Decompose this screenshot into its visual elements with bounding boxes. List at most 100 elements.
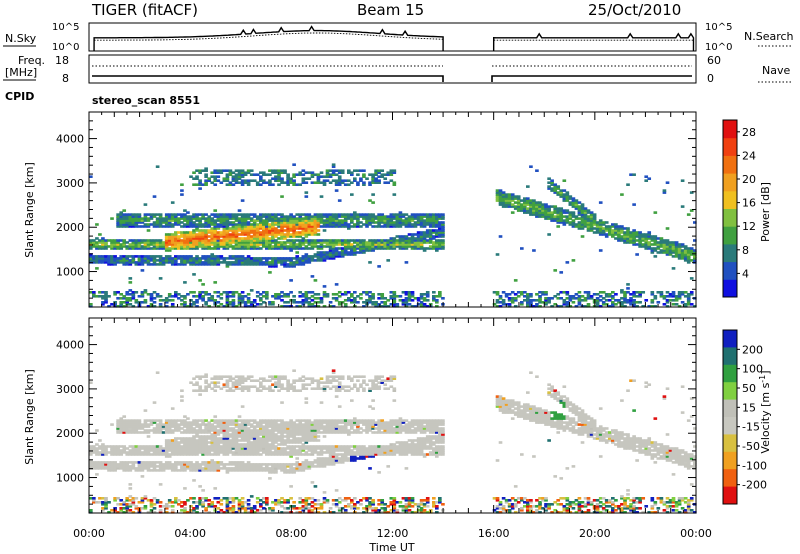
power-cell-2129 — [359, 239, 363, 242]
velocity-cell-902 — [219, 437, 224, 440]
power-cell-1542 — [286, 223, 290, 226]
power-cell-920 — [222, 243, 227, 246]
velocity-cell-57 — [101, 453, 105, 456]
power-cell-2347 — [392, 239, 397, 242]
velocity-cell-394 — [158, 465, 163, 468]
power-cell-1060 — [234, 177, 239, 180]
velocity-cell-897 — [219, 449, 224, 452]
power-cell-802 — [210, 295, 215, 298]
power-cell-2794 — [529, 199, 533, 202]
power-cell-2917 — [559, 305, 564, 308]
power-cell-3310 — [650, 291, 655, 294]
power-cell-3366 — [665, 251, 670, 254]
power-cell-2010 — [340, 221, 345, 224]
power-cell-175 — [125, 301, 130, 304]
velocity-cell-209 — [128, 445, 133, 448]
power-cell-1192 — [246, 169, 251, 172]
power-cell-984 — [228, 243, 233, 246]
power-cell-2543 — [425, 293, 430, 296]
power-cell-1890 — [325, 219, 330, 222]
power-cell-454 — [167, 247, 172, 250]
power-cell-1 — [89, 303, 93, 306]
power-cell-2401 — [401, 237, 406, 240]
velocity-cell-977 — [228, 501, 233, 504]
power-cell-416 — [161, 243, 166, 246]
power-cell-2690 — [501, 193, 506, 196]
power-cell-1218 — [249, 169, 254, 172]
power-cell-2308 — [386, 219, 391, 222]
velocity-cell-596 — [186, 439, 190, 442]
power-cell-1436 — [274, 177, 278, 180]
power-cell-1967 — [334, 189, 339, 192]
velocity-cell-837 — [213, 453, 218, 456]
power-cell-385 — [155, 213, 160, 216]
power-cell-3434 — [680, 179, 685, 182]
velocity-cell-1128 — [240, 381, 245, 384]
power-cell-1683 — [301, 221, 306, 224]
velocity-cell-759 — [204, 439, 208, 442]
power-cell-1798 — [313, 217, 318, 220]
ytick-label-0: 1000 — [56, 266, 84, 279]
power-cell-47 — [98, 233, 102, 236]
power-cell-2034 — [343, 219, 348, 222]
velocity-cell-1224 — [252, 465, 257, 468]
power-cell-567 — [183, 247, 187, 250]
power-cell-447 — [167, 295, 172, 298]
power-cell-1759 — [310, 247, 315, 250]
power-cell-3323 — [653, 247, 658, 250]
power-cell-512 — [174, 215, 178, 218]
velocity-cell-724 — [201, 463, 205, 466]
power-cell-1957 — [334, 243, 339, 246]
velocity-cell-565 — [183, 463, 187, 466]
power-cell-1469 — [280, 295, 284, 298]
velocity-cell-106 — [113, 465, 117, 468]
power-cell-1959 — [334, 239, 339, 242]
velocity-cell-794 — [207, 427, 212, 430]
velocity-cell-745 — [204, 499, 208, 502]
velocity-cell-630 — [192, 509, 196, 512]
power-cell-704 — [198, 229, 202, 232]
power-cell-936 — [222, 179, 227, 182]
power-cell-1118 — [240, 223, 245, 226]
velocity-cell-702 — [198, 439, 202, 442]
power-cell-625 — [189, 221, 193, 224]
power-cell-1881 — [325, 253, 330, 256]
power-cell-2938 — [562, 221, 567, 224]
power-cell-1999 — [340, 293, 345, 296]
velocity-cell-838 — [213, 451, 218, 454]
power-cell-2137 — [362, 305, 366, 308]
power-cell-1200 — [249, 257, 254, 260]
velocity-cell-997 — [228, 389, 233, 392]
power-cell-328 — [146, 223, 151, 226]
power-cell-1329 — [265, 291, 269, 294]
power-cell-2473 — [413, 237, 418, 240]
power-cell-1887 — [325, 225, 330, 228]
power-cell-722 — [201, 263, 205, 266]
velocity-cell-725 — [201, 461, 205, 464]
power-cell-1979 — [337, 251, 342, 254]
power-cell-3348 — [662, 303, 667, 306]
velocity-cell-686 — [195, 375, 199, 378]
velocity-cell-339 — [149, 465, 154, 468]
power-cell-1354 — [268, 303, 272, 306]
power-cell-2724 — [510, 193, 515, 196]
power-cell-1823 — [316, 215, 321, 218]
velocity-cell-1307 — [262, 449, 266, 452]
velocity-cell-219 — [131, 501, 136, 504]
power-cell-1633 — [295, 183, 300, 186]
velocity-cell-68 — [104, 497, 108, 500]
velocity-cell-1111 — [240, 445, 245, 448]
power-cell-1369 — [268, 229, 272, 232]
power-cell-395 — [158, 257, 163, 260]
power-cell-1437 — [274, 175, 278, 178]
power-cell-1440 — [277, 297, 281, 300]
power-cell-1975 — [337, 295, 342, 298]
velocity-cell-1156 — [243, 419, 248, 422]
power-cell-1269 — [255, 181, 260, 184]
velocity-cell-434 — [164, 447, 169, 450]
power-cell-2642 — [441, 235, 445, 238]
power-cell-1680 — [301, 227, 306, 230]
power-cell-653 — [192, 215, 196, 218]
velocity-cell-668 — [195, 451, 199, 454]
power-cell-2418 — [404, 243, 409, 246]
